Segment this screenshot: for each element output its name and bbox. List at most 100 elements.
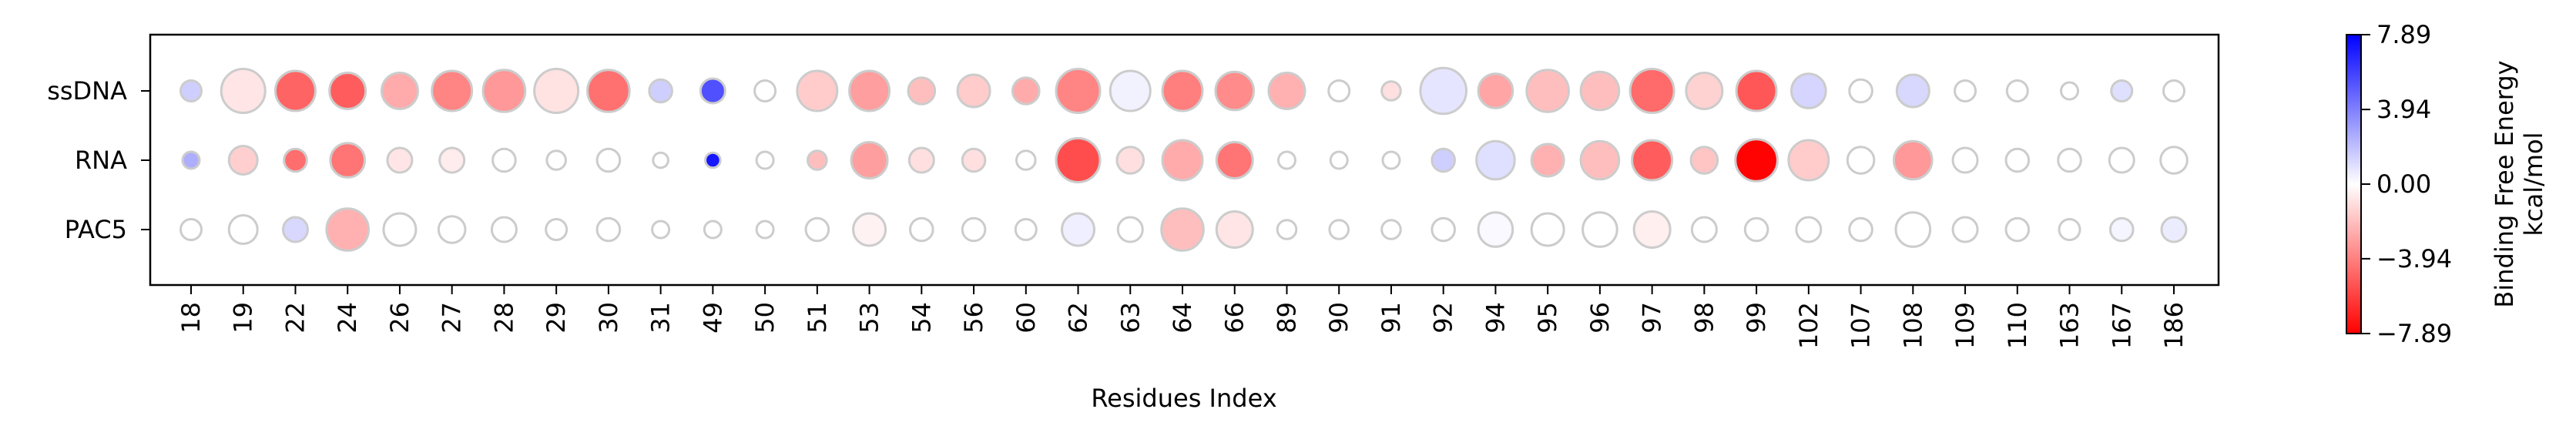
bubble-PAC5-96 xyxy=(1581,211,1618,248)
bubble-RNA-53 xyxy=(850,141,889,179)
bubble-ssDNA-110 xyxy=(2005,79,2029,102)
bubble-PAC5-28 xyxy=(490,216,518,243)
bubble-RNA-51 xyxy=(807,149,828,171)
bubble-RNA-98 xyxy=(1689,146,1719,175)
bubble-PAC5-31 xyxy=(651,220,671,240)
bubble-RNA-99 xyxy=(1734,138,1779,183)
bubble-PAC5-102 xyxy=(1795,216,1823,243)
bubble-ssDNA-24 xyxy=(328,72,367,110)
bubble-RNA-102 xyxy=(1787,139,1830,182)
bubble-PAC5-99 xyxy=(1743,216,1769,243)
y-tick-label: RNA xyxy=(75,146,127,175)
bubble-PAC5-108 xyxy=(1894,211,1932,248)
bubble-RNA-89 xyxy=(1276,150,1296,170)
bubble-ssDNA-97 xyxy=(1628,68,1675,114)
bubble-PAC5-56 xyxy=(961,216,987,243)
bubble-PAC5-63 xyxy=(1116,216,1144,243)
bubble-ssDNA-186 xyxy=(2162,79,2185,102)
x-tick-label: 50 xyxy=(750,302,780,334)
x-tick-label: 102 xyxy=(1794,302,1823,349)
bubble-RNA-50 xyxy=(755,150,775,170)
x-tick-label: 64 xyxy=(1168,302,1197,334)
bubble-ssDNA-51 xyxy=(796,69,839,112)
x-tick-label: 99 xyxy=(1742,302,1771,334)
bubble-PAC5-167 xyxy=(2108,216,2135,243)
bubble-PAC5-90 xyxy=(1328,219,1350,240)
bubble-RNA-24 xyxy=(329,142,367,179)
bubble-RNA-29 xyxy=(545,149,567,171)
colorbar-tick-label: −3.94 xyxy=(2376,244,2452,273)
x-tick-label: 96 xyxy=(1585,302,1615,334)
colorbar-label-line2: kcal/mol xyxy=(2519,132,2548,236)
bubble-PAC5-60 xyxy=(1014,218,1038,241)
bubble-ssDNA-63 xyxy=(1109,69,1152,112)
x-tick-label: 108 xyxy=(1898,302,1927,349)
x-tick-label: 30 xyxy=(594,302,623,334)
bubble-PAC5-29 xyxy=(545,218,569,241)
bubble-PAC5-64 xyxy=(1160,207,1205,252)
bubble-PAC5-91 xyxy=(1380,219,1402,240)
bubble-RNA-60 xyxy=(1015,149,1037,171)
bubble-PAC5-22 xyxy=(281,216,309,243)
bubble-PAC5-95 xyxy=(1530,212,1565,247)
bubble-PAC5-163 xyxy=(2058,218,2081,241)
bubble-ssDNA-64 xyxy=(1161,69,1204,112)
x-tick-label: 97 xyxy=(1638,302,1667,334)
x-tick-label: 18 xyxy=(176,302,206,334)
x-tick-label: 167 xyxy=(2107,302,2136,349)
x-tick-label: 92 xyxy=(1429,302,1458,334)
bubble-RNA-110 xyxy=(2004,147,2031,173)
bubble-ssDNA-60 xyxy=(1011,76,1041,106)
bubble-ssDNA-54 xyxy=(907,76,937,106)
bubble-PAC5-51 xyxy=(804,216,830,243)
x-tick-label: 28 xyxy=(489,302,518,334)
x-tick-label: 26 xyxy=(385,302,414,334)
bubble-PAC5-186 xyxy=(2160,216,2188,243)
x-tick-label: 53 xyxy=(855,302,884,334)
bubble-ssDNA-99 xyxy=(1735,69,1778,112)
bubble-PAC5-50 xyxy=(755,220,775,240)
bubble-ssDNA-109 xyxy=(1954,79,1977,102)
bubble-PAC5-107 xyxy=(1848,216,1873,243)
bubble-ssDNA-49 xyxy=(699,77,726,105)
bubble-ssDNA-27 xyxy=(431,69,474,112)
colorbar-ticks: 7.89 3.94 0.00 −3.94 −7.89 xyxy=(2361,20,2452,348)
bubble-PAC5-30 xyxy=(595,216,622,243)
bubble-PAC5-89 xyxy=(1276,219,1298,240)
bubble-ssDNA-18 xyxy=(179,79,203,102)
y-tick-label: PAC5 xyxy=(65,215,127,244)
x-tick-label: 51 xyxy=(803,302,832,334)
bubble-RNA-96 xyxy=(1579,139,1621,181)
bubble-ssDNA-107 xyxy=(1848,78,1873,104)
bubble-PAC5-26 xyxy=(382,212,418,247)
x-tick-label: 27 xyxy=(438,302,467,334)
bubble-RNA-97 xyxy=(1631,139,1674,182)
bubble-ssDNA-90 xyxy=(1327,79,1351,102)
bubble-ssDNA-62 xyxy=(1055,68,1102,114)
bubble-RNA-163 xyxy=(2057,147,2082,173)
bubble-PAC5-27 xyxy=(437,215,467,244)
bubble-RNA-49 xyxy=(704,151,722,169)
bubble-RNA-63 xyxy=(1115,146,1145,175)
x-tick-label: 163 xyxy=(2055,302,2085,349)
bubble-ssDNA-30 xyxy=(586,69,631,113)
x-tick-label: 56 xyxy=(959,302,988,334)
bubble-PAC5-66 xyxy=(1215,210,1254,249)
x-tick-label: 91 xyxy=(1377,302,1406,334)
x-tick-label: 95 xyxy=(1533,302,1562,334)
bubble-ssDNA-96 xyxy=(1579,70,1621,112)
bubble-RNA-56 xyxy=(961,147,987,173)
bubble-ssDNA-28 xyxy=(481,69,527,113)
bubble-ssDNA-22 xyxy=(273,69,317,112)
bubble-PAC5-49 xyxy=(703,220,723,240)
bubble-ssDNA-19 xyxy=(220,68,267,114)
bubble-PAC5-92 xyxy=(1431,216,1456,243)
bubble-ssDNA-89 xyxy=(1267,72,1306,110)
bubble-RNA-107 xyxy=(1846,146,1876,175)
bubble-RNA-64 xyxy=(1161,139,1204,182)
bubble-PAC5-110 xyxy=(2004,216,2031,243)
x-tick-label: 186 xyxy=(2159,302,2189,349)
bubble-PAC5-109 xyxy=(1951,216,1979,243)
x-tick-label: 110 xyxy=(2003,302,2032,349)
